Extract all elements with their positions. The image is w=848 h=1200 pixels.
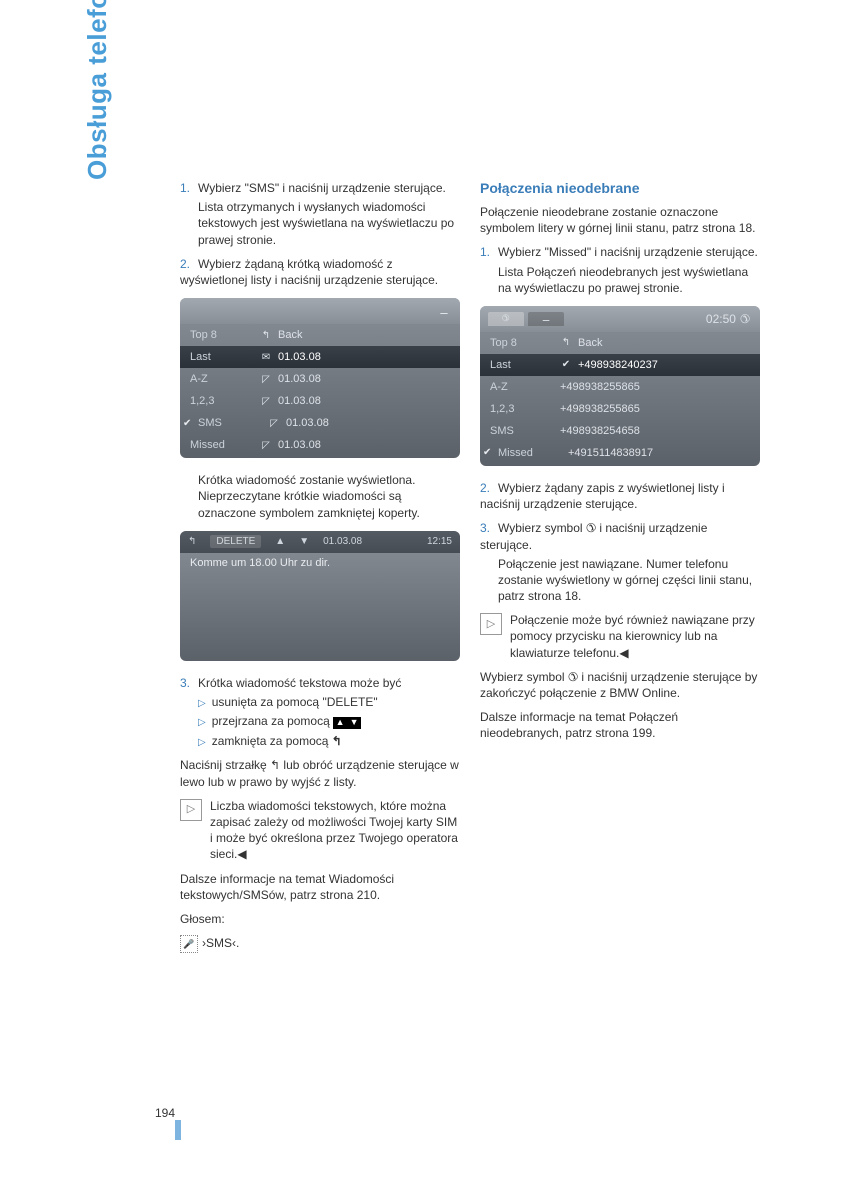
sc2-time: 12:15 (427, 536, 452, 547)
sc2-date: 01.03.08 (323, 536, 362, 547)
sc3-call-2[interactable]: +498938255865 (550, 381, 760, 393)
sms-detail-screenshot: ↰ DELETE ▲ ▼ 01.03.08 12:15 Komme um 18.… (180, 531, 460, 661)
sc3-side-last[interactable]: Last (480, 359, 550, 371)
sc1-statusbar: ⚊ (180, 298, 460, 324)
envelope-open-icon: ◸ (268, 417, 280, 429)
sc3-tab-phone[interactable]: ✆ (488, 312, 524, 326)
sc3-back[interactable]: ↰Back (550, 337, 760, 349)
back-icon: ↰ (560, 337, 572, 349)
left-step-2: 2.Wybierz żądaną krótką wiadomość z wyśw… (180, 256, 460, 288)
sc3-call-3[interactable]: +498938255865 (550, 403, 760, 415)
content-columns: 1.Wybierz "SMS" i naciśnij urządzenie st… (180, 180, 760, 961)
back-icon: ↰ (260, 329, 272, 341)
right-column: Połączenia nieodebrane Połączenie nieode… (480, 180, 760, 961)
check-icon: ✔ (560, 359, 572, 371)
sc1-side-top8[interactable]: Top 8 (180, 329, 250, 341)
sc3-side-sms[interactable]: SMS (480, 425, 550, 437)
note-play-icon: ▷ (480, 613, 502, 635)
sc3-statusbar: ✆ ⚊ 02:50 ✆ (480, 306, 760, 332)
sc1-side-last[interactable]: Last (180, 351, 250, 363)
sc2-up-button[interactable]: ▲ (275, 536, 285, 547)
phone-icon: ✆ (740, 312, 750, 326)
voice-command: 🎤›SMS‹. (180, 935, 460, 953)
sc1-side-123[interactable]: 1,2,3 (180, 395, 250, 407)
page-number: 194 (155, 1106, 175, 1120)
more-info-sms: Dalsze informacje na temat Wiadomości te… (180, 871, 460, 903)
envelope-open-icon: ◸ (260, 395, 272, 407)
voice-icon: 🎤 (180, 935, 198, 953)
missed-intro: Połączenie nieodebrane zostanie oznaczon… (480, 204, 760, 236)
side-tab: Obsługa telefonu (82, 0, 113, 180)
sc1-msg-1[interactable]: ✉01.03.08 (250, 351, 460, 363)
phone-icon: ✆ (568, 669, 578, 685)
right-step-1: 1.Wybierz "Missed" i naciśnij urządzenie… (480, 244, 760, 296)
end-call-instruction: Wybierz symbol ✆ i naciśnij urządzenie s… (480, 669, 760, 701)
sc1-msg-3[interactable]: ◸01.03.08 (250, 395, 460, 407)
sc3-side-123[interactable]: 1,2,3 (480, 403, 550, 415)
sms-list-screenshot: ⚊ Top 8↰Back Last✉01.03.08 A-Z◸01.03.08 … (180, 298, 460, 458)
nav-instruction: Naciśnij strzałkę ↰ lub obróć urządzenie… (180, 757, 460, 789)
call-note: ▷ Połączenie może być również nawiązane … (480, 612, 760, 661)
sc1-msg-5[interactable]: ◸01.03.08 (250, 439, 460, 451)
sim-note: ▷ Liczba wiadomości tekstowych, które mo… (180, 798, 460, 863)
after-sc1-text: Krótka wiadomość zostanie wyświetlona. N… (198, 472, 460, 521)
sc3-clock: 02:50 ✆ (706, 312, 750, 326)
missed-calls-screenshot: ✆ ⚊ 02:50 ✆ Top 8↰Back Last✔+49893824023… (480, 306, 760, 466)
right-step-3: 3.Wybierz symbol ✆ i naciśnij urządzenie… (480, 520, 760, 604)
bullet-browse: przejrzana za pomocą ▲▼ (198, 713, 460, 730)
sc3-side-missed[interactable]: Missed (480, 447, 558, 459)
sc3-call-5[interactable]: +4915114838917 (558, 447, 760, 459)
sc1-back[interactable]: ↰Back (250, 329, 460, 341)
sc1-msg-2[interactable]: ◸01.03.08 (250, 373, 460, 385)
left-step-3: 3.Krótka wiadomość tekstowa może być usu… (180, 675, 460, 750)
sc1-side-missed[interactable]: Missed (180, 439, 250, 451)
left-step-1: 1.Wybierz "SMS" i naciśnij urządzenie st… (180, 180, 460, 248)
bullet-delete: usunięta za pomocą "DELETE" (198, 694, 460, 711)
sc3-side-top8[interactable]: Top 8 (480, 337, 550, 349)
sc1-side-sms[interactable]: SMS (180, 417, 258, 429)
sc2-toolbar: ↰ DELETE ▲ ▼ 01.03.08 12:15 (180, 531, 460, 553)
sc2-down-button[interactable]: ▼ (299, 536, 309, 547)
sc2-message-text: Komme um 18.00 Uhr zu dir. (180, 553, 460, 573)
sc2-delete-button[interactable]: DELETE (210, 535, 261, 548)
envelope-open-icon: ◸ (260, 439, 272, 451)
right-step-2: 2.Wybierz żądany zapis z wyświetlonej li… (480, 480, 760, 512)
sc3-call-4[interactable]: +498938254658 (550, 425, 760, 437)
sc3-side-az[interactable]: A-Z (480, 381, 550, 393)
envelope-closed-icon: ✉ (260, 351, 272, 363)
phone-icon: ✆ (586, 520, 596, 536)
phone-hangup-icon[interactable]: ⚊ (438, 305, 450, 317)
note-play-icon: ▷ (180, 799, 202, 821)
envelope-open-icon: ◸ (260, 373, 272, 385)
down-button-icon: ▼ (347, 717, 361, 729)
up-button-icon: ▲ (333, 717, 347, 729)
sc1-side-az[interactable]: A-Z (180, 373, 250, 385)
sc3-tab-hangup[interactable]: ⚊ (528, 312, 564, 326)
sc1-msg-4[interactable]: ◸01.03.08 (258, 417, 460, 429)
sc3-call-1[interactable]: ✔+498938240237 (550, 359, 760, 371)
bullet-close: zamknięta za pomocą ↰ (198, 733, 460, 750)
left-column: 1.Wybierz "SMS" i naciśnij urządzenie st… (180, 180, 460, 961)
more-info-missed: Dalsze informacje na temat Połączeń nieo… (480, 709, 760, 741)
voice-label: Głosem: (180, 911, 460, 927)
missed-calls-heading: Połączenia nieodebrane (480, 180, 760, 196)
page-marker (175, 1120, 181, 1140)
sc2-back[interactable]: ↰ (188, 536, 196, 547)
